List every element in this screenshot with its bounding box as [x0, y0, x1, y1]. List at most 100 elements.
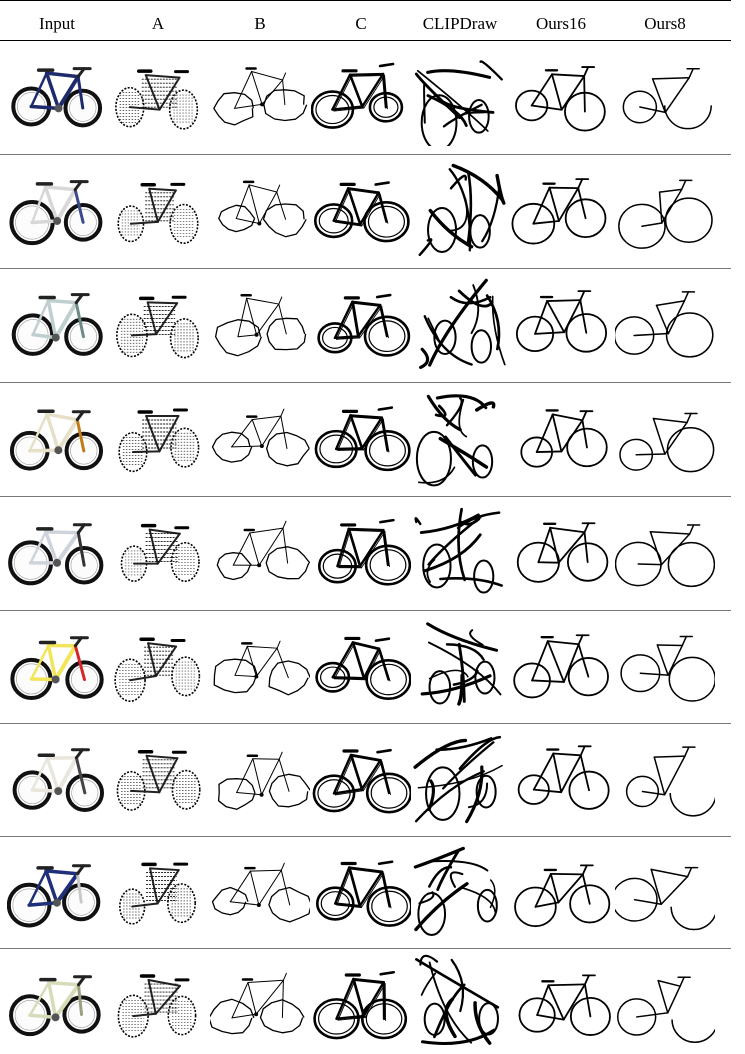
bicycle-drawing [7, 388, 107, 488]
method-b-sketch-row-5 [210, 502, 310, 602]
row-divider [0, 496, 731, 497]
column-header-clipdraw: CLIPDraw [410, 14, 510, 34]
bicycle-drawing [7, 160, 107, 260]
method-c-sketch-row-3 [311, 274, 411, 374]
clipdraw-sketch-row-6 [410, 616, 510, 716]
bicycle-drawing [311, 729, 411, 829]
clipdraw-sketch-row-2 [410, 160, 510, 260]
method-a-sketch-row-2 [108, 160, 208, 260]
bicycle-drawing [210, 274, 310, 374]
bicycle-drawing [615, 160, 715, 260]
bicycle-drawing [615, 502, 715, 602]
ours8-sketch-row-2 [615, 160, 715, 260]
method-a-sketch-row-5 [108, 502, 208, 602]
ours16-sketch-row-6 [511, 616, 611, 716]
bicycle-drawing [311, 502, 411, 602]
input-photo-row-8 [7, 842, 107, 942]
bicycle-drawing [410, 160, 510, 260]
row-divider [0, 610, 731, 611]
ours8-sketch-row-1 [615, 46, 715, 146]
method-c-sketch-row-2 [311, 160, 411, 260]
method-a-sketch-row-9 [108, 954, 208, 1054]
method-b-sketch-row-7 [210, 729, 310, 829]
input-photo-row-1 [7, 46, 107, 146]
row-divider [0, 948, 731, 949]
row-divider [0, 382, 731, 383]
ours16-sketch-row-5 [511, 502, 611, 602]
bicycle-drawing [311, 954, 411, 1054]
bicycle-drawing [108, 274, 208, 374]
bicycle-drawing [615, 954, 715, 1054]
method-c-sketch-row-7 [311, 729, 411, 829]
bicycle-drawing [615, 842, 715, 942]
bicycle-drawing [210, 842, 310, 942]
bicycle-drawing [311, 160, 411, 260]
bicycle-drawing [511, 616, 611, 716]
bicycle-drawing [511, 46, 611, 146]
ours16-sketch-row-4 [511, 388, 611, 488]
bicycle-drawing [311, 274, 411, 374]
bicycle-drawing [410, 502, 510, 602]
clipdraw-sketch-row-4 [410, 388, 510, 488]
bicycle-drawing [511, 842, 611, 942]
input-photo-row-6 [7, 616, 107, 716]
bicycle-drawing [7, 46, 107, 146]
method-a-sketch-row-3 [108, 274, 208, 374]
bicycle-drawing [410, 842, 510, 942]
clipdraw-sketch-row-5 [410, 502, 510, 602]
bicycle-drawing [410, 46, 510, 146]
column-header-ours16: Ours16 [511, 14, 611, 34]
bicycle-drawing [210, 616, 310, 716]
bicycle-drawing [210, 46, 310, 146]
bicycle-drawing [311, 842, 411, 942]
clipdraw-sketch-row-1 [410, 46, 510, 146]
ours8-sketch-row-3 [615, 274, 715, 374]
input-photo-row-4 [7, 388, 107, 488]
bicycle-drawing [7, 954, 107, 1054]
input-photo-row-9 [7, 954, 107, 1054]
method-a-sketch-row-6 [108, 616, 208, 716]
column-header-b: B [210, 14, 310, 34]
input-photo-row-7 [7, 729, 107, 829]
bicycle-drawing [410, 729, 510, 829]
ours16-sketch-row-8 [511, 842, 611, 942]
ours8-sketch-row-5 [615, 502, 715, 602]
bicycle-drawing [311, 46, 411, 146]
bicycle-drawing [210, 729, 310, 829]
bicycle-drawing [410, 954, 510, 1054]
bicycle-drawing [615, 46, 715, 146]
method-c-sketch-row-8 [311, 842, 411, 942]
method-b-sketch-row-2 [210, 160, 310, 260]
bicycle-drawing [108, 46, 208, 146]
method-c-sketch-row-9 [311, 954, 411, 1054]
bicycle-drawing [108, 842, 208, 942]
row-divider [0, 154, 731, 155]
bicycle-drawing [108, 160, 208, 260]
ours16-sketch-row-2 [511, 160, 611, 260]
method-b-sketch-row-6 [210, 616, 310, 716]
column-header-c: C [311, 14, 411, 34]
method-a-sketch-row-7 [108, 729, 208, 829]
bicycle-drawing [7, 729, 107, 829]
bicycle-drawing [615, 388, 715, 488]
bicycle-drawing [511, 388, 611, 488]
bicycle-drawing [7, 616, 107, 716]
ours8-sketch-row-9 [615, 954, 715, 1054]
row-divider [0, 836, 731, 837]
method-c-sketch-row-4 [311, 388, 411, 488]
column-header-input: Input [7, 14, 107, 34]
bicycle-drawing [210, 160, 310, 260]
method-c-sketch-row-5 [311, 502, 411, 602]
bicycle-drawing [615, 616, 715, 716]
method-b-sketch-row-8 [210, 842, 310, 942]
bicycle-drawing [7, 502, 107, 602]
bicycle-drawing [511, 729, 611, 829]
input-photo-row-3 [7, 274, 107, 374]
method-a-sketch-row-8 [108, 842, 208, 942]
ours8-sketch-row-6 [615, 616, 715, 716]
bicycle-drawing [511, 274, 611, 374]
bicycle-drawing [210, 388, 310, 488]
bicycle-drawing [108, 729, 208, 829]
method-a-sketch-row-1 [108, 46, 208, 146]
clipdraw-sketch-row-9 [410, 954, 510, 1054]
